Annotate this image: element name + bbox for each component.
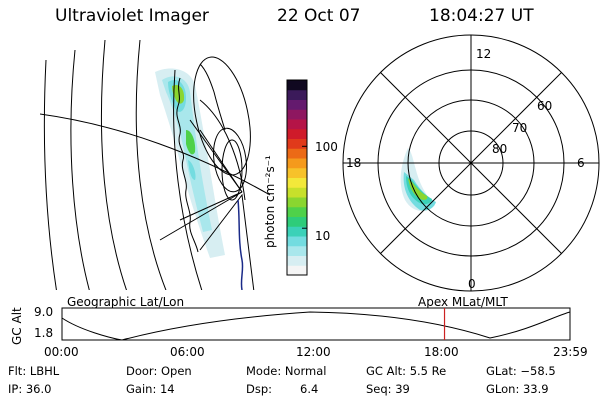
colorbar-segment xyxy=(287,255,307,266)
colorbar-segment xyxy=(287,138,307,149)
timeline-ytick-1_8: 1.8 xyxy=(34,326,54,340)
colorbar-segment xyxy=(287,245,307,256)
mlat-label-80: 80 xyxy=(492,142,508,156)
colorbar-segment xyxy=(287,187,307,198)
polar-auroral-oval xyxy=(400,148,436,212)
polar-plot xyxy=(342,34,600,292)
glon-value: GLon: 33.9 xyxy=(486,382,549,396)
timeline-xtick-2359: 23:59 xyxy=(553,345,588,359)
colorbar-segment xyxy=(287,148,307,159)
colorbar-segment xyxy=(287,177,307,188)
colorbar-segment xyxy=(287,89,307,100)
door-value: Door: Open xyxy=(126,364,192,378)
timeline-ytick-9: 9.0 xyxy=(34,305,54,319)
mlt-label-0: 0 xyxy=(468,277,476,291)
mlt-label-12: 12 xyxy=(476,47,492,61)
ip-value: IP: 36.0 xyxy=(8,382,52,396)
colorbar-segment xyxy=(287,80,307,91)
mlat-label-70: 70 xyxy=(512,121,528,135)
colorbar-segment xyxy=(287,216,307,227)
timeline-xtick-1800: 18:00 xyxy=(424,345,459,359)
time-label: 18:04:27 UT xyxy=(429,6,534,26)
gc-alt-value: GC Alt: 5.5 Re xyxy=(366,364,447,378)
polar-panel-label: Apex MLat/MLT xyxy=(418,295,508,309)
colorbar-unit-label: photon cm⁻²s⁻¹ xyxy=(263,155,277,248)
colorbar-segment xyxy=(287,99,307,110)
colorbar-segment xyxy=(287,236,307,247)
timeline-xtick-1200: 12:00 xyxy=(296,345,331,359)
date-label: 22 Oct 07 xyxy=(277,6,361,26)
mlt-label-6: 6 xyxy=(577,156,585,170)
geographic-map xyxy=(40,40,270,290)
dsp-label: Dsp: xyxy=(246,382,273,396)
colorbar-segment xyxy=(287,265,307,276)
seq-value: Seq: 39 xyxy=(366,382,410,396)
colorbar-segment xyxy=(287,109,307,120)
colorbar xyxy=(286,79,308,276)
mlat-label-60: 60 xyxy=(537,99,553,113)
colorbar-segment xyxy=(287,167,307,178)
timeline-plot xyxy=(61,307,571,341)
mlt-label-18: 18 xyxy=(346,156,362,170)
colorbar-frame xyxy=(286,79,308,276)
glat-value: GLat: −58.5 xyxy=(486,364,556,378)
geo-panel-label: Geographic Lat/Lon xyxy=(67,295,185,309)
timeline-ylabel: GC Alt xyxy=(10,307,24,345)
gain-value: Gain: 14 xyxy=(126,382,175,396)
instrument-title: Ultraviolet Imager xyxy=(55,6,209,26)
mode-value: Mode: Normal xyxy=(246,364,327,378)
colorbar-segment xyxy=(287,119,307,130)
colorbar-segment xyxy=(287,206,307,217)
colorbar-tick-10: 10 xyxy=(315,229,331,243)
timeline-xtick-0000: 00:00 xyxy=(44,345,79,359)
colorbar-segment xyxy=(287,158,307,169)
timeline-xtick-0600: 06:00 xyxy=(170,345,205,359)
colorbar-tick-100: 100 xyxy=(315,140,338,154)
colorbar-segment xyxy=(287,226,307,237)
colorbar-segment xyxy=(287,197,307,208)
flt-value: Flt: LBHL xyxy=(8,364,60,378)
colorbar-segment xyxy=(287,128,307,139)
dsp-value: 6.4 xyxy=(300,382,319,396)
